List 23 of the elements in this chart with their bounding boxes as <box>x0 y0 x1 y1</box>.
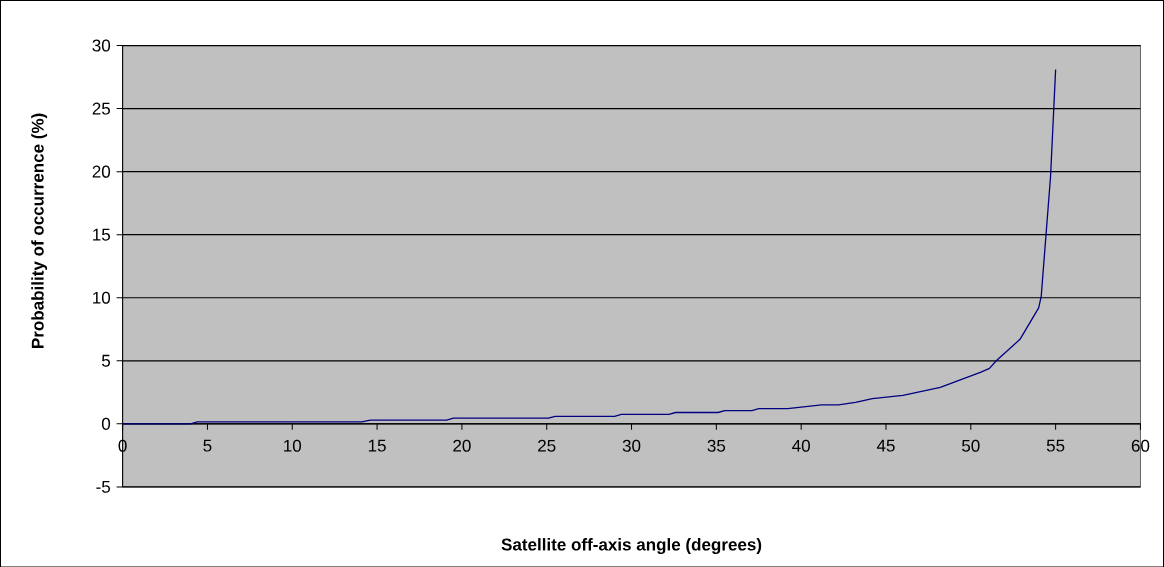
y-tick-label: 5 <box>101 354 111 367</box>
y-tick-label: 20 <box>92 165 111 178</box>
y-tick-label: 0 <box>101 417 111 430</box>
x-axis-title: Satellite off-axis angle (degrees) <box>501 537 762 554</box>
y-axis-title: Probability of occurrence (%) <box>31 113 48 348</box>
y-tick-label: 25 <box>92 102 111 115</box>
y-tick-label: 15 <box>93 228 111 241</box>
x-tick-label: 60 <box>1131 439 1150 452</box>
x-tick-label: 30 <box>622 439 641 452</box>
line-series <box>121 68 1057 425</box>
x-tick-label: 40 <box>792 439 810 452</box>
x-tick-label: 55 <box>1046 439 1065 452</box>
x-tick-label: 50 <box>962 439 980 452</box>
x-tick-label: 10 <box>284 439 302 452</box>
x-tick-label: 20 <box>453 439 471 452</box>
x-tick-label: 45 <box>876 439 895 452</box>
y-tick-label: -5 <box>96 480 111 493</box>
x-tick-label: 5 <box>203 439 212 452</box>
y-tick-label: 10 <box>93 291 111 304</box>
x-tick-label: 15 <box>368 439 386 452</box>
x-tick-label: 35 <box>707 439 726 452</box>
y-tick-label: 30 <box>92 39 111 52</box>
x-tick-label: 25 <box>538 439 556 452</box>
